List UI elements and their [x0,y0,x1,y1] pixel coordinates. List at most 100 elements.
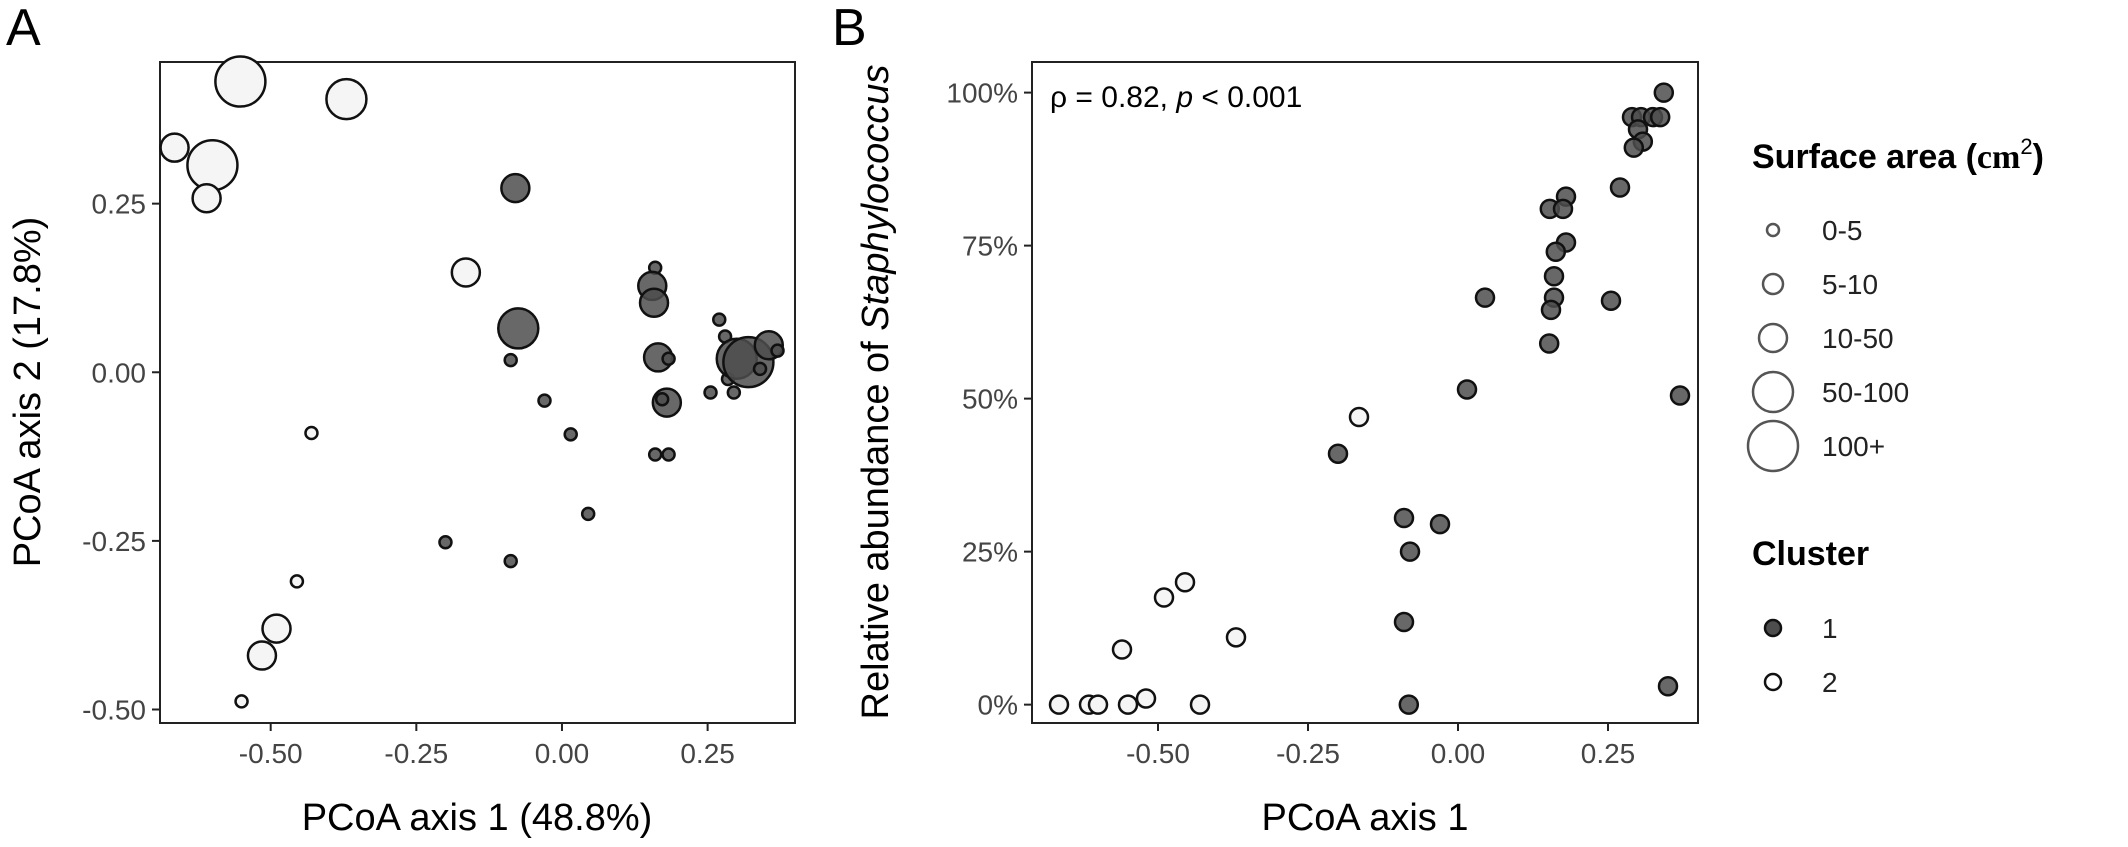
rho-text: ρ = 0.82, [1050,81,1176,114]
size-title-unit: cm [1977,139,2020,176]
y-title-genus: Staphylococcus [855,65,897,331]
data-point-cluster-1 [580,506,596,522]
data-point-cluster-2 [1174,571,1196,593]
x-tick-label: -0.50 [239,738,303,769]
data-point-cluster-2 [1225,627,1247,648]
legend-cluster-symbol [1763,618,1783,638]
legend-size-symbol [1761,272,1785,296]
x-tick-label: -0.50 [1126,738,1190,769]
size-title-superscript: 2 [2020,134,2032,159]
data-point-cluster-1 [438,534,453,550]
panel-a-y-ticks: -0.50 -0.25 0.00 0.25 [82,189,160,726]
panel-a-y-axis-title: PCoA axis 2 (17.8%) [7,217,49,568]
legend-size-label: 5-10 [1822,269,1878,300]
x-tick-label: 0.00 [535,738,590,769]
size-title-gap [1956,138,1965,176]
data-point-cluster-1 [1398,694,1420,715]
legend-cluster-items: 12 [1763,613,1838,698]
data-point-cluster-2 [191,182,222,214]
data-point-cluster-1 [661,351,676,367]
data-point-cluster-1 [638,287,670,319]
legend-size-symbol [1765,222,1781,238]
data-point-cluster-1 [1649,106,1671,128]
panel-a-plot: -0.50 -0.25 0.00 0.25 -0.50 -0.25 0.00 0.25 PC… [7,55,796,839]
data-point-cluster-2 [1111,639,1133,660]
panel-b-y-ticks: 0% 25% 50% 75% 100% [946,78,1032,721]
legend: Surface area (cm2) 0-55-1010-5050-100100… [1746,134,2044,698]
data-point-cluster-1 [1393,611,1415,633]
data-point-cluster-2 [450,257,482,288]
data-point-cluster-1 [1540,299,1562,321]
data-point-cluster-2 [214,55,267,108]
panel-b-x-ticks: -0.50 -0.25 0.00 0.25 [1126,723,1635,769]
data-point-cluster-1 [1543,265,1565,287]
data-point-cluster-2 [234,694,249,709]
legend-size-items: 0-5 5-10 10-50 50-100 100+ [1746,215,1909,473]
data-point-cluster-1 [1552,198,1574,220]
x-tick-label: 0.25 [680,738,735,769]
data-point-cluster-2 [1048,694,1070,715]
panel-b-letter: B [832,0,867,57]
data-point-cluster-1 [726,385,742,400]
panel-a-frame [159,61,796,724]
y-tick-label: 100% [946,78,1018,109]
data-point-cluster-2 [246,640,278,671]
panel-b-x-axis-title: PCoA axis 1 [1262,797,1469,839]
legend-size-label: 100+ [1822,431,1885,462]
size-title-close: ) [2033,138,2044,176]
y-tick-label: 0.00 [92,357,147,388]
x-tick-label: 0.25 [1581,738,1636,769]
data-point-cluster-1 [497,307,540,350]
data-point-cluster-1 [1393,507,1415,529]
data-point-cluster-2 [1153,587,1175,608]
y-tick-label: 25% [962,537,1018,568]
data-point-cluster-1 [1456,379,1478,400]
data-point-cluster-1 [1653,82,1675,103]
panel-a-letter: A [6,0,41,57]
data-point-cluster-2 [304,425,319,441]
data-point-cluster-1 [563,427,578,442]
x-tick-label: 0.00 [1431,738,1486,769]
legend-size-symbol [1757,322,1789,354]
data-point-cluster-1 [500,172,531,204]
data-point-cluster-1 [654,391,670,407]
data-point-cluster-1 [1327,443,1349,464]
data-point-cluster-1 [703,385,718,400]
panel-b-plot: ρ = 0.82, p < 0.001 -0.50 -0.25 0.00 0.25 0… [855,61,1699,839]
data-point-cluster-1 [1600,290,1622,311]
data-point-cluster-1 [712,312,727,327]
panel-b-frame [1031,61,1699,724]
data-point-cluster-1 [752,361,768,377]
y-tick-label: 0.25 [92,189,147,220]
y-tick-label: 0% [978,690,1018,721]
size-title-open: ( [1966,138,1978,176]
legend-cluster-title: Cluster [1752,535,1869,573]
data-point-cluster-1 [537,393,552,408]
data-point-cluster-1 [770,343,785,358]
panel-a-points [159,55,785,709]
legend-size-label: 10-50 [1822,323,1894,354]
data-point-cluster-1 [661,447,676,462]
x-tick-label: -0.25 [1276,738,1340,769]
legend-cluster-symbol [1763,672,1783,692]
data-point-cluster-1 [1474,287,1496,308]
p-symbol: p [1175,81,1193,114]
panel-b-correlation-annotation: ρ = 0.82, p < 0.001 [1050,81,1302,114]
legend-size-title: Surface area (cm2) [1752,134,2044,176]
data-point-cluster-2 [1189,694,1211,715]
data-point-cluster-1 [1609,177,1631,198]
legend-cluster-label: 2 [1822,667,1838,698]
data-point-cluster-1 [1538,333,1560,354]
legend-size-label: 0-5 [1822,215,1862,246]
y-tick-label: -0.25 [82,526,146,557]
data-point-cluster-2 [289,574,305,589]
data-point-cluster-2 [186,138,239,192]
legend-size-symbol [1751,370,1795,414]
data-point-cluster-1 [1429,513,1451,535]
p-text: < 0.001 [1193,81,1302,114]
data-point-cluster-1 [647,447,663,462]
data-point-cluster-2 [1135,688,1157,709]
panel-a-x-axis-title: PCoA axis 1 (48.8%) [302,797,653,839]
data-point-cluster-2 [1348,406,1370,428]
